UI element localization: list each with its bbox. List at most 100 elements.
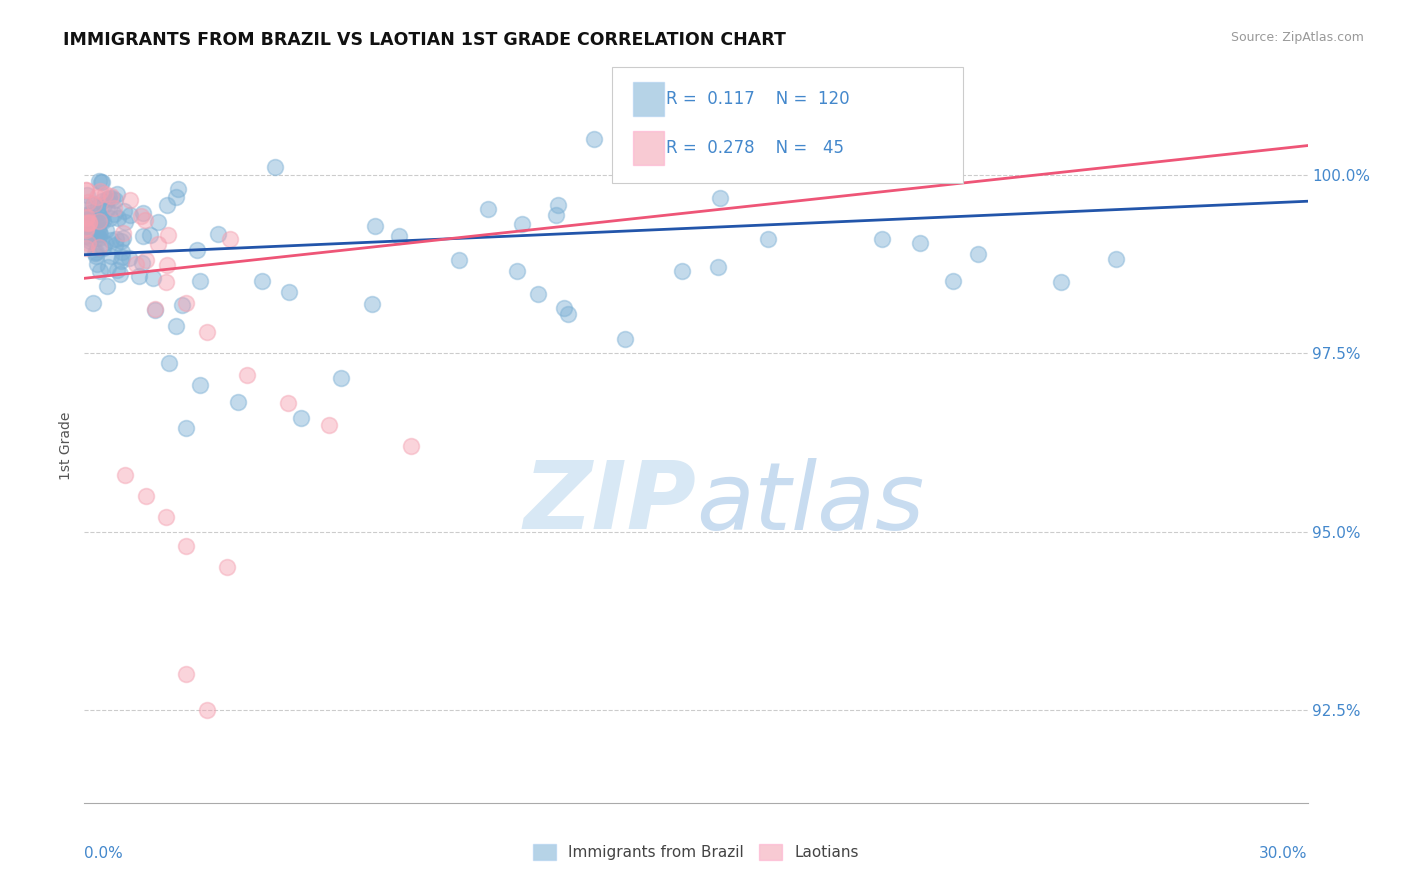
Point [506,264,529,278]
Point [100,249,122,263]
Point [139,227,162,242]
Point [132,228,155,243]
Point [195,703,218,717]
Point [671,264,693,278]
Point [166,182,188,196]
Point [111,226,134,240]
Point [75,213,97,227]
Point [87,174,110,188]
Point [134,213,156,227]
Point [186,243,208,257]
Point [75,208,97,222]
Point [76,219,98,233]
Point [86,257,108,271]
Point [219,232,242,246]
Point [557,306,579,320]
Point [87,231,110,245]
Point [93,198,115,212]
Point [87,214,110,228]
Point [188,274,211,288]
Point [195,325,218,339]
Point [263,160,285,174]
Point [143,303,166,318]
Point [75,220,97,235]
Point [75,183,97,197]
Point [132,205,155,219]
Point [105,186,128,201]
Point [103,207,125,221]
Point [90,175,112,189]
Point [128,268,150,283]
Point [1105,252,1128,266]
Point [118,251,141,265]
Point [111,250,134,264]
Text: Source: ZipAtlas.com: Source: ZipAtlas.com [1230,31,1364,45]
Point [87,240,110,254]
Point [135,489,157,503]
Point [170,298,193,312]
Point [79,214,101,228]
Point [90,212,112,227]
Point [76,216,98,230]
Point [364,219,387,233]
Point [290,411,312,425]
Point [75,199,97,213]
Point [226,395,249,409]
Point [80,219,103,234]
Point [83,197,105,211]
Point [142,271,165,285]
Point [188,377,211,392]
Point [250,274,273,288]
Text: IMMIGRANTS FROM BRAZIL VS LAOTIAN 1ST GRADE CORRELATION CHART: IMMIGRANTS FROM BRAZIL VS LAOTIAN 1ST GR… [63,31,786,49]
Point [108,267,131,281]
Point [76,211,98,225]
Point [614,333,637,347]
Point [89,184,111,198]
Point [91,214,114,228]
Point [79,231,101,245]
Point [166,190,188,204]
Point [82,198,104,212]
Text: atlas: atlas [696,458,924,549]
Point [174,296,197,310]
Point [942,274,965,288]
Point [82,217,104,231]
Point [157,228,180,243]
Point [118,208,141,222]
Point [110,234,132,248]
Point [77,218,100,232]
Point [97,260,120,274]
Point [98,190,121,204]
Point [90,214,112,228]
Point [75,239,97,253]
Point [100,189,122,203]
Point [111,244,134,259]
Point [143,302,166,317]
Text: 0.0%: 0.0% [84,846,124,861]
Text: ZIP: ZIP [523,457,696,549]
Point [84,249,107,263]
Point [477,202,499,217]
Point [75,223,97,237]
Point [101,191,124,205]
Text: 30.0%: 30.0% [1260,846,1308,861]
Point [104,194,127,208]
Text: R =  0.117    N =  120: R = 0.117 N = 120 [666,90,851,108]
Point [449,253,471,268]
Point [96,202,118,216]
Point [125,257,148,271]
Point [156,258,179,272]
Point [709,191,731,205]
Point [91,241,114,255]
Point [114,215,136,229]
Point [77,235,100,250]
Point [75,211,97,225]
Point [91,175,114,189]
Point [86,225,108,239]
Point [75,241,97,255]
Point [87,205,110,219]
Point [96,279,118,293]
Point [84,216,107,230]
Point [174,539,197,553]
Point [90,211,112,225]
